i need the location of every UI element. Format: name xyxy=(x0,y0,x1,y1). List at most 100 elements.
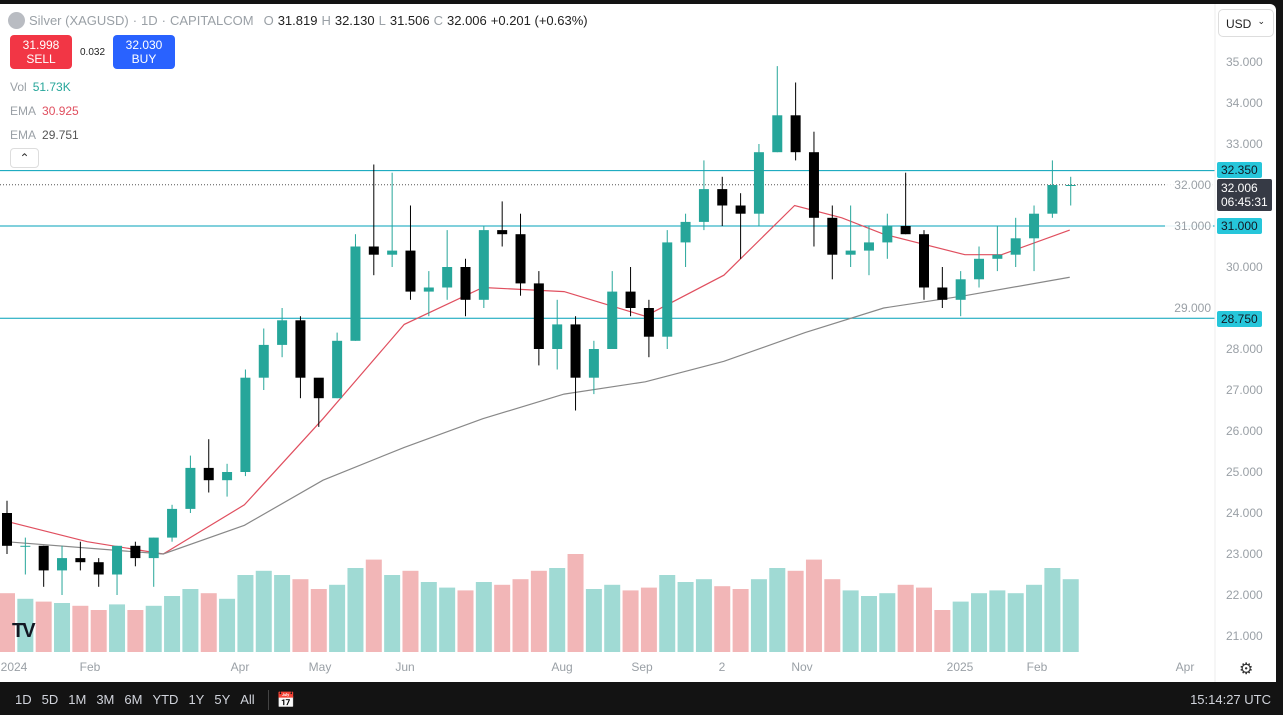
price-tick: 25.000 xyxy=(1226,465,1263,479)
range-all[interactable]: All xyxy=(240,692,255,707)
currency-value: USD xyxy=(1226,17,1252,31)
indicator-value: 51.73K xyxy=(32,80,71,94)
resistance-price-label: 32.350 xyxy=(1217,162,1262,178)
close-value: 32.006 xyxy=(447,13,487,28)
volume-bar xyxy=(622,590,639,652)
settings-gear-icon[interactable]: ⚙ xyxy=(1239,661,1254,678)
candle-body xyxy=(1047,185,1058,214)
price-tick: 33.000 xyxy=(1226,137,1263,151)
low-label: L xyxy=(378,13,386,28)
price-tick-bg xyxy=(1165,214,1213,230)
volume-bar xyxy=(0,593,15,652)
candle-body xyxy=(185,467,196,509)
range-1d[interactable]: 1D xyxy=(15,692,32,707)
candle-body xyxy=(845,250,856,255)
range-5y[interactable]: 5Y xyxy=(214,692,231,707)
price-tick: 29.000 xyxy=(1165,296,1213,315)
candle-body xyxy=(20,545,31,547)
candle-body xyxy=(698,189,709,222)
bottom-toolbar: 1D 5D 1M 3M 6M YTD 1Y 5Y All 📅 15:14:27 … xyxy=(0,684,1283,715)
clock[interactable]: 15:14:27 UTC xyxy=(1190,692,1271,707)
range-3m[interactable]: 3M xyxy=(96,692,115,707)
volume-bar xyxy=(182,589,199,652)
candle-body xyxy=(167,508,178,538)
range-6m[interactable]: 6M xyxy=(124,692,143,707)
ema-slow-indicator[interactable]: EMA 29.751 xyxy=(10,128,79,142)
go-to-date-calendar-icon[interactable]: 📅 xyxy=(276,691,296,709)
candle-body xyxy=(442,267,453,288)
last-price-label: 32.006 06:45:31 xyxy=(1217,179,1272,211)
volume-bar xyxy=(54,603,71,652)
range-1y[interactable]: 1Y xyxy=(188,692,205,707)
last-price: 32.006 xyxy=(1221,181,1258,195)
volume-bar xyxy=(127,610,144,652)
spread: 0.032 xyxy=(80,46,106,58)
volume-bar xyxy=(1062,579,1079,652)
price-tick-label: 25.000 xyxy=(1226,465,1263,479)
symbol-legend: Silver (XAGUSD) · 1D · CAPITALCOM O 31.819 … xyxy=(8,12,588,29)
price-tick-label: 26.000 xyxy=(1226,424,1263,438)
candle-body xyxy=(405,250,416,292)
candle-body xyxy=(772,115,783,153)
buy-label: BUY xyxy=(131,52,157,66)
volume-bar xyxy=(35,601,52,652)
price-tick: 26.000 xyxy=(1226,424,1263,438)
price-tick-label: 34.000 xyxy=(1226,96,1263,110)
volume-bar xyxy=(842,590,859,652)
volume-bar xyxy=(145,605,162,652)
time-tick-label: Feb xyxy=(80,660,101,674)
divider xyxy=(267,689,269,710)
currency-select[interactable]: USD ⌄ xyxy=(1218,9,1274,37)
sell-price: 31.998 xyxy=(22,38,60,52)
sell-label: SELL xyxy=(26,52,56,66)
candle-body xyxy=(368,246,379,255)
candle-body xyxy=(570,324,581,378)
range-ytd[interactable]: YTD xyxy=(152,692,179,707)
candle-body xyxy=(1065,185,1076,186)
open-value: 31.819 xyxy=(277,13,318,28)
price-tick: 28.000 xyxy=(1226,342,1263,356)
ema-fast-indicator[interactable]: EMA 30.925 xyxy=(10,104,79,118)
volume-bar xyxy=(879,593,896,652)
volume-bar xyxy=(824,579,841,652)
chart-panel[interactable]: 35.000 34.000 33.000 32.000 31.000 30.000 29.0… xyxy=(0,4,1276,682)
volume-bar xyxy=(916,587,932,652)
volume-bar xyxy=(219,598,236,652)
time-tick-label: May xyxy=(309,660,332,674)
price-chart[interactable]: 35.000 34.000 33.000 32.000 31.000 30.000 29.0… xyxy=(0,4,1276,682)
volume-bar xyxy=(860,596,877,652)
candle-body xyxy=(974,258,985,280)
candle-body xyxy=(533,283,544,349)
high-value: 32.130 xyxy=(334,13,375,28)
volume-bar xyxy=(292,579,309,652)
open-label: O xyxy=(263,13,274,28)
price-tick: 23.000 xyxy=(1226,547,1263,561)
volume-bar xyxy=(329,584,346,652)
candle-body xyxy=(387,250,398,255)
volume-bar xyxy=(90,610,107,652)
symbol-name[interactable]: Silver (XAGUSD) xyxy=(29,13,129,28)
buy-button[interactable]: 32.030 BUY xyxy=(113,35,175,69)
volume-bar xyxy=(769,568,786,652)
high-label: H xyxy=(321,13,331,28)
range-1m[interactable]: 1M xyxy=(68,692,87,707)
indicator-label: Vol xyxy=(10,80,27,94)
collapse-legend-button[interactable]: ⌃ xyxy=(10,148,39,168)
candle-body xyxy=(1029,213,1040,239)
volume-bar xyxy=(1026,584,1043,652)
volume-indicator[interactable]: Vol 51.73K xyxy=(10,80,71,94)
price-tick: 31.000 xyxy=(1165,214,1213,233)
candle-body xyxy=(643,308,654,337)
volume-bar xyxy=(237,575,254,652)
sell-button[interactable]: 31.998 SELL xyxy=(10,35,72,69)
volume-bar xyxy=(897,584,914,652)
candle-body xyxy=(607,291,618,349)
range-5d[interactable]: 5D xyxy=(41,692,59,707)
volume-bar xyxy=(255,570,272,652)
candle-body xyxy=(57,558,68,571)
volume-bar xyxy=(420,582,437,652)
candle-body xyxy=(900,226,911,235)
time-tick-label: 2 xyxy=(719,660,726,674)
indicator-label: EMA xyxy=(10,128,37,142)
tradingview-logo[interactable]: TV xyxy=(12,620,36,642)
